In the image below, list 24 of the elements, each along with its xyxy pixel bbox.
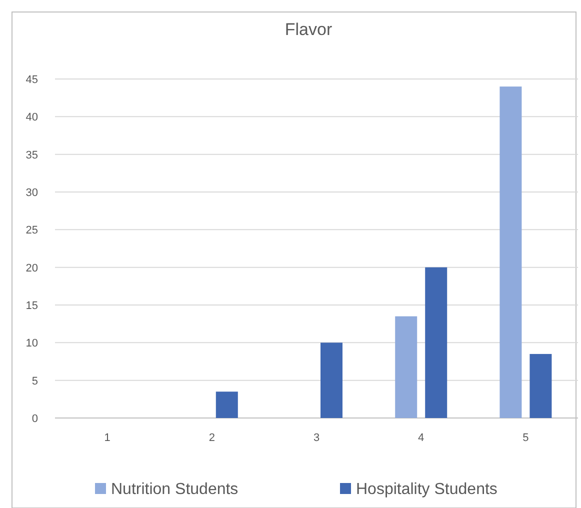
legend-label: Nutrition Students — [111, 481, 238, 498]
y-tick-label: 45 — [26, 74, 38, 86]
legend-label: Hospitality Students — [356, 481, 498, 498]
y-tick-label: 20 — [26, 262, 38, 274]
y-tick-label: 25 — [26, 224, 38, 237]
bar — [395, 316, 418, 418]
y-tick-label: 0 — [32, 413, 38, 425]
x-tick-label: 3 — [313, 432, 320, 444]
bar — [530, 354, 552, 418]
bar — [425, 267, 448, 418]
y-tick-label: 10 — [26, 338, 38, 350]
y-tick-label: 15 — [26, 300, 38, 312]
y-tick-label: 5 — [32, 375, 38, 388]
y-tick-label: 30 — [26, 187, 38, 199]
x-tick-label: 5 — [522, 432, 529, 444]
y-tick-label: 40 — [26, 112, 38, 124]
x-tick-label: 2 — [208, 432, 215, 444]
bar — [216, 392, 238, 418]
y-tick-label: 35 — [26, 149, 38, 162]
bar — [500, 86, 522, 418]
x-tick-label: 1 — [104, 432, 110, 444]
chart-title: Flavor — [284, 20, 332, 39]
x-tick-label: 4 — [418, 432, 424, 444]
bar — [320, 342, 342, 418]
